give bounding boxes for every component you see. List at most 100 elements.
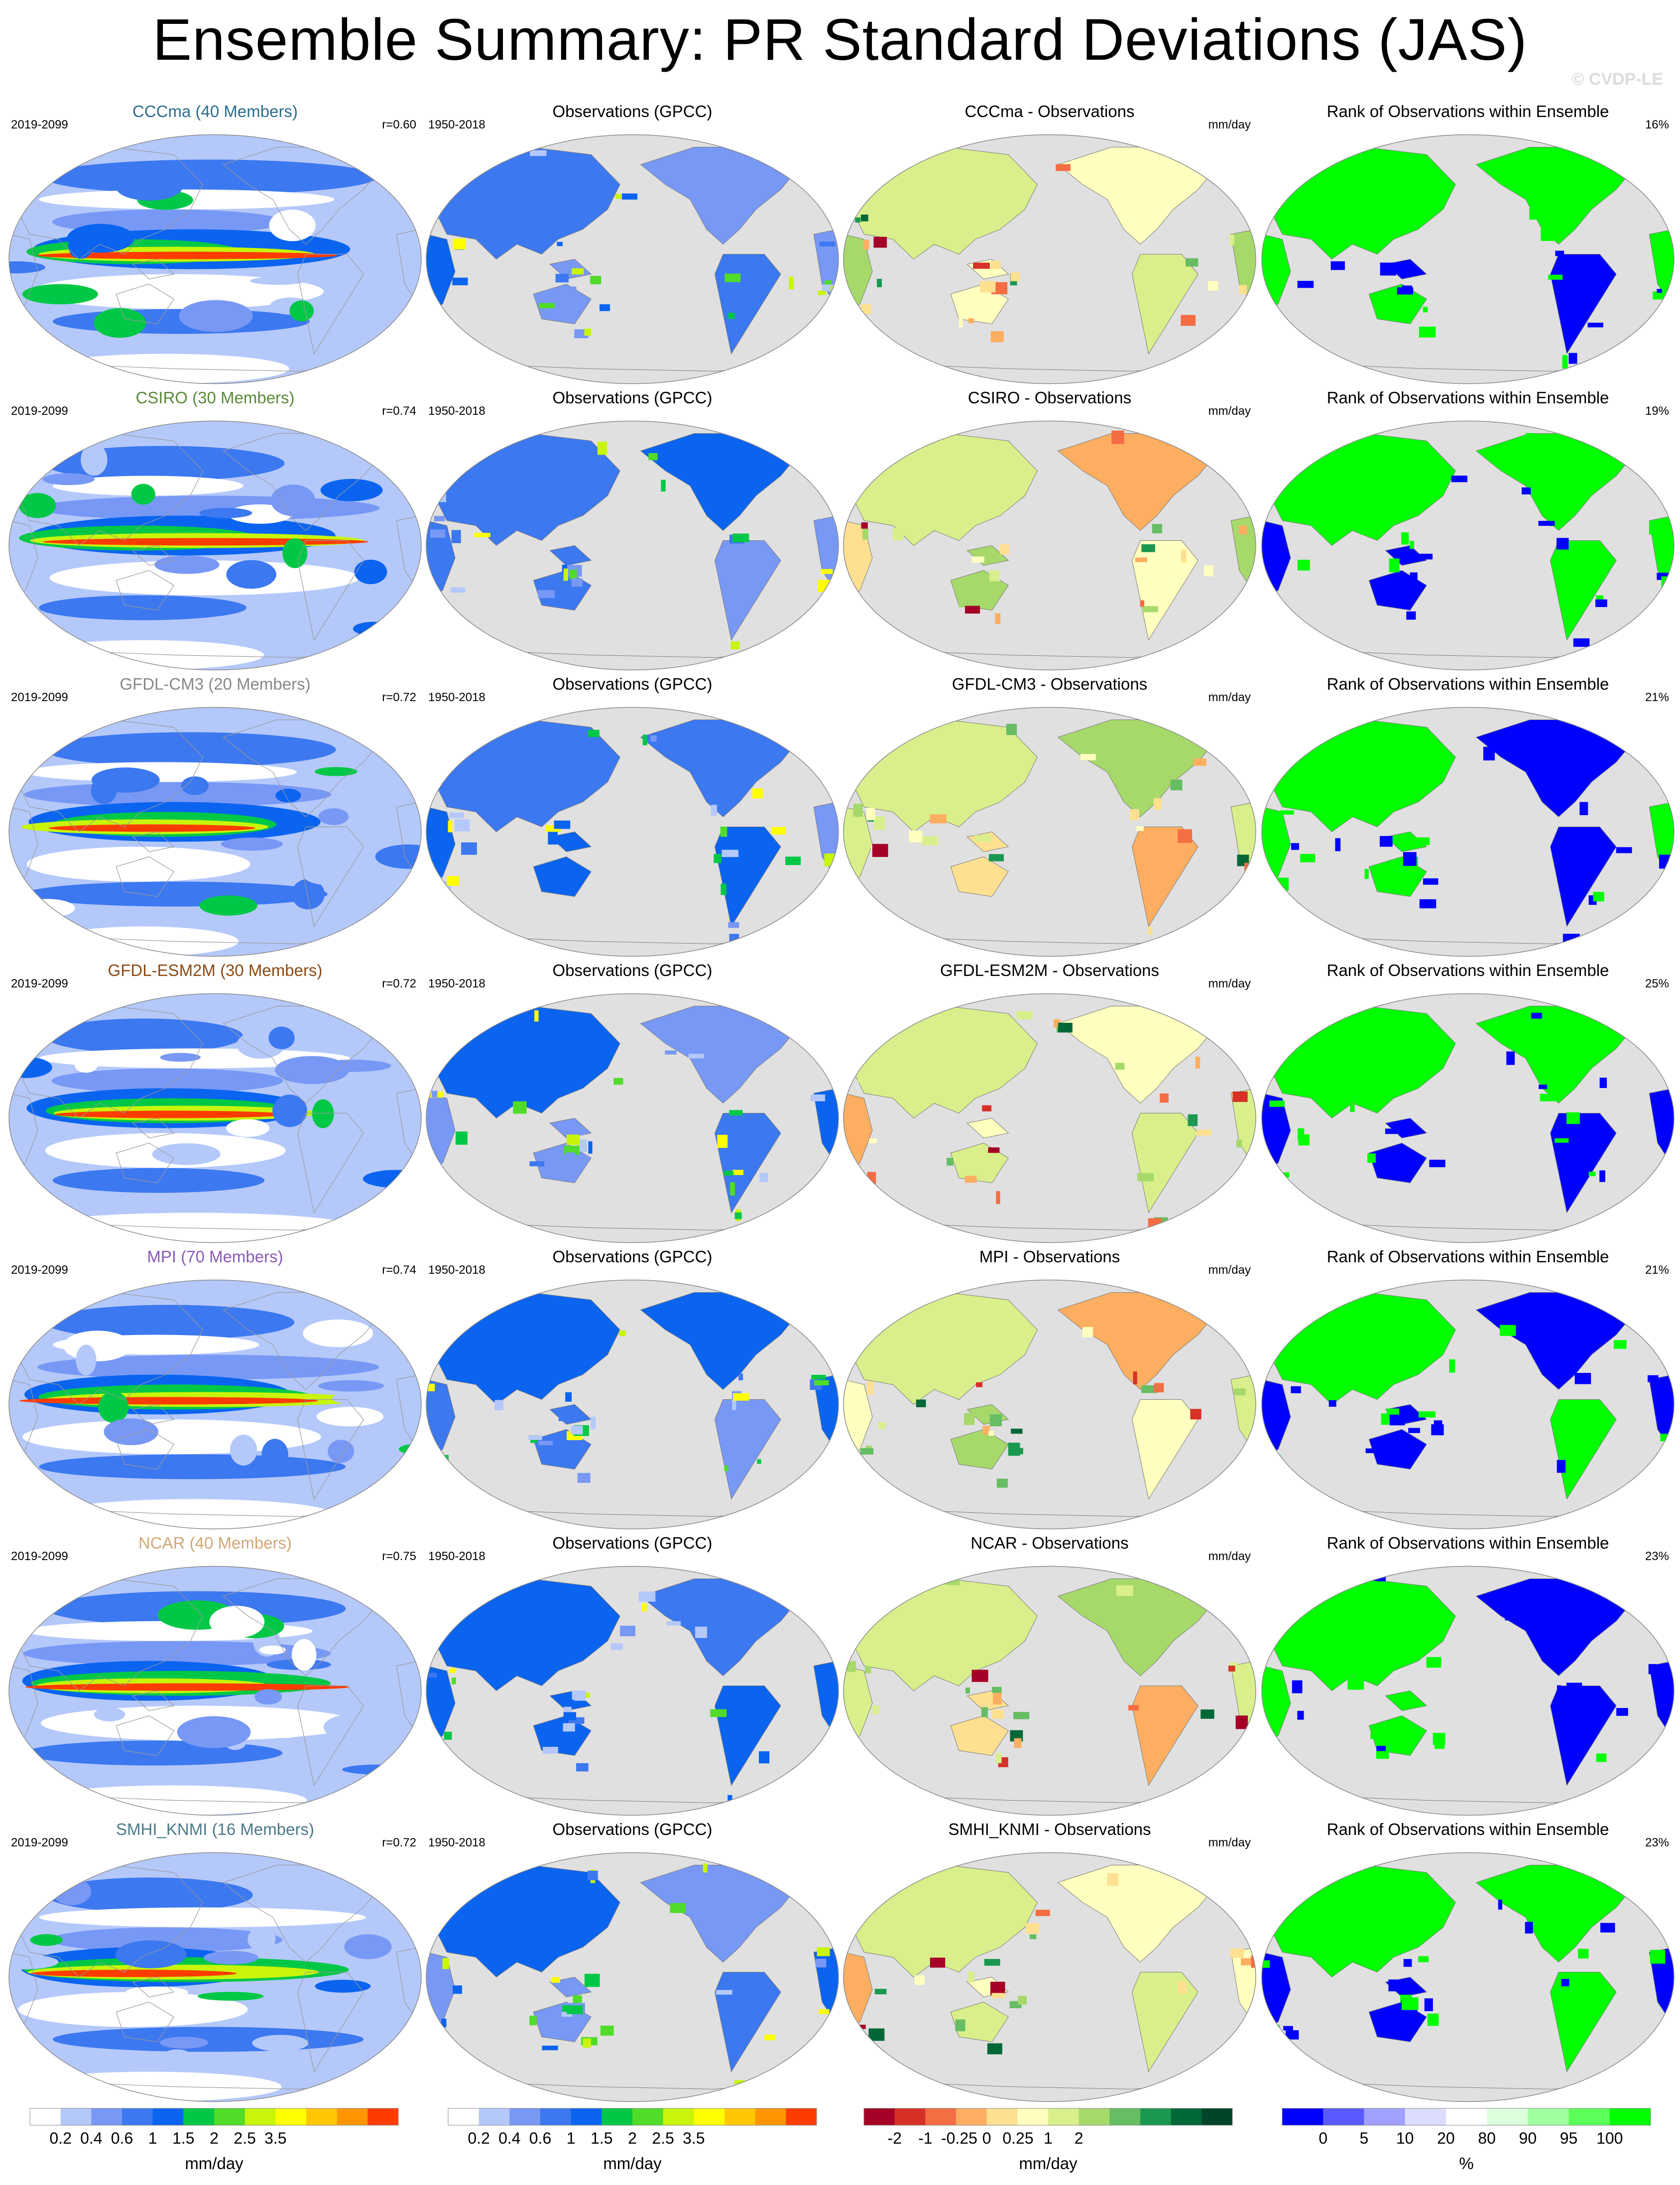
period-label: 2019-2099	[11, 1550, 68, 1563]
map-frame	[1260, 704, 1676, 960]
model-map	[8, 707, 422, 957]
panel-obs: Observations (GPCC) 1950-2018	[424, 388, 840, 675]
panel-title: GFDL-CM3 (20 Members)	[120, 675, 311, 693]
colorbar-swatches	[1282, 2108, 1651, 2126]
map-frame	[7, 417, 423, 674]
colorbar-tick-label: 5	[1359, 2129, 1369, 2147]
colorbar-swatch	[1445, 2108, 1487, 2125]
panel-title: Rank of Observations within Ensemble	[1326, 102, 1609, 121]
percent-label: 19%	[1645, 404, 1669, 418]
colorbar-tick-label: 1.5	[591, 2129, 613, 2147]
map-frame	[424, 417, 840, 674]
period-label: 2019-2099	[11, 977, 68, 990]
colorbar-swatch	[1079, 2108, 1110, 2125]
panel-title: CCCma - Observations	[964, 102, 1135, 121]
colorbar-swatch	[1017, 2108, 1049, 2125]
colorbar-swatch	[956, 2108, 987, 2125]
colorbar-swatch	[183, 2108, 215, 2125]
page-title: Ensemble Summary: PR Standard Deviations…	[152, 7, 1528, 73]
panel-title: MPI (70 Members)	[147, 1247, 283, 1266]
panel-title: NCAR (40 Members)	[138, 1534, 292, 1552]
period-label: 2019-2099	[11, 404, 68, 418]
colorbar-tick-label: 2	[210, 2129, 219, 2147]
percent-label: 23%	[1645, 1836, 1669, 1849]
panel-title: MPI - Observations	[979, 1247, 1120, 1266]
panel-title: Rank of Observations within Ensemble	[1326, 1247, 1609, 1266]
map-frame	[424, 990, 840, 1246]
panel-diff: CCCma - Observations mm/day	[841, 102, 1258, 388]
colorbar-swatch	[337, 2108, 368, 2125]
correlation-label: r=0.75	[382, 1550, 416, 1563]
colorbar-swatch	[244, 2108, 276, 2125]
colorbar-tick-label: 0.6	[111, 2129, 133, 2147]
unit-label: mm/day	[1208, 977, 1251, 990]
obs-map	[426, 1279, 839, 1530]
map-frame	[841, 1276, 1258, 1533]
unit-label: mm/day	[1208, 1836, 1251, 1849]
colorbar-swatch	[1282, 2108, 1323, 2125]
panel-title: Rank of Observations within Ensemble	[1326, 675, 1609, 693]
period-label: 1950-2018	[428, 404, 485, 418]
panel-title: Rank of Observations within Ensemble	[1326, 961, 1609, 979]
map-frame	[1260, 1849, 1676, 2105]
obs-map	[426, 1852, 839, 2102]
correlation-label: r=0.72	[382, 977, 416, 990]
colorbar-swatch	[1487, 2108, 1528, 2125]
colorbar-swatch	[1140, 2108, 1172, 2125]
panel-title: CSIRO - Observations	[967, 388, 1132, 407]
colorbar-swatches	[29, 2108, 399, 2126]
colorbar-tick-label: 95	[1560, 2129, 1578, 2147]
panel-title: SMHI_KNMI - Observations	[948, 1820, 1151, 1838]
map-frame	[424, 704, 840, 960]
map-frame	[841, 1563, 1258, 1819]
rank-map	[1261, 993, 1675, 1243]
colorbar-swatch	[1364, 2108, 1406, 2125]
colorbar-swatch	[925, 2108, 957, 2125]
colorbar-swatch	[152, 2108, 184, 2125]
panel-title: Rank of Observations within Ensemble	[1326, 1534, 1609, 1552]
period-label: 1950-2018	[428, 1263, 485, 1277]
panel-model: CSIRO (30 Members) 2019-2099 r=0.74	[7, 388, 423, 675]
unit-label: mm/day	[1208, 1263, 1251, 1277]
colorbar-swatch	[60, 2108, 92, 2125]
colorbar-swatch	[122, 2108, 153, 2125]
panel-title: CSIRO (30 Members)	[135, 388, 295, 407]
panel-rank: Rank of Observations within Ensemble 25%	[1260, 961, 1676, 1247]
map-frame	[841, 704, 1258, 960]
correlation-label: r=0.74	[382, 1263, 416, 1277]
panel-title: GFDL-ESM2M (30 Members)	[108, 961, 323, 979]
colorbar-swatch	[509, 2108, 541, 2125]
panel-title: Observations (GPCC)	[552, 1247, 713, 1266]
rank-map	[1261, 420, 1675, 671]
colorbar-swatch	[1323, 2108, 1364, 2125]
colorbar-tick-label: 1	[1044, 2129, 1053, 2147]
colorbar-tick-label: 1.5	[172, 2129, 195, 2147]
unit-label: mm/day	[1208, 1550, 1251, 1563]
colorbar-tick-label: 100	[1596, 2129, 1623, 2147]
colorbar-tick-label: -0.25	[941, 2129, 977, 2147]
panel-title: Observations (GPCC)	[552, 102, 713, 121]
panel-obs: Observations (GPCC) 1950-2018	[424, 1820, 840, 2106]
panel-model: CCCma (40 Members) 2019-2099 r=0.60	[7, 102, 423, 388]
colorbar-tick-label: 2	[1074, 2129, 1083, 2147]
colorbar-tick-label: 0.2	[49, 2129, 72, 2147]
colorbar-swatch	[1171, 2108, 1202, 2125]
period-label: 1950-2018	[428, 977, 485, 990]
colorbar-tick-label: 0.6	[529, 2129, 552, 2147]
model-map	[8, 993, 422, 1243]
panel-rank: Rank of Observations within Ensemble 16%	[1260, 102, 1676, 388]
percent-label: 25%	[1645, 977, 1669, 990]
colorbar-tick-label: 1	[566, 2129, 576, 2147]
panel-diff: GFDL-ESM2M - Observations mm/day	[841, 961, 1258, 1247]
map-frame	[424, 1563, 840, 1819]
colorbar-swatch	[367, 2108, 399, 2125]
period-label: 2019-2099	[11, 691, 68, 704]
colorbar-swatch	[663, 2108, 694, 2125]
period-label: 2019-2099	[11, 118, 68, 131]
map-frame	[424, 131, 840, 387]
colorbar-tick-label: -1	[918, 2129, 933, 2147]
rank-map	[1261, 1279, 1675, 1530]
diff-map	[843, 1852, 1256, 2102]
colorbar-swatch	[540, 2108, 572, 2125]
map-frame	[7, 131, 423, 387]
